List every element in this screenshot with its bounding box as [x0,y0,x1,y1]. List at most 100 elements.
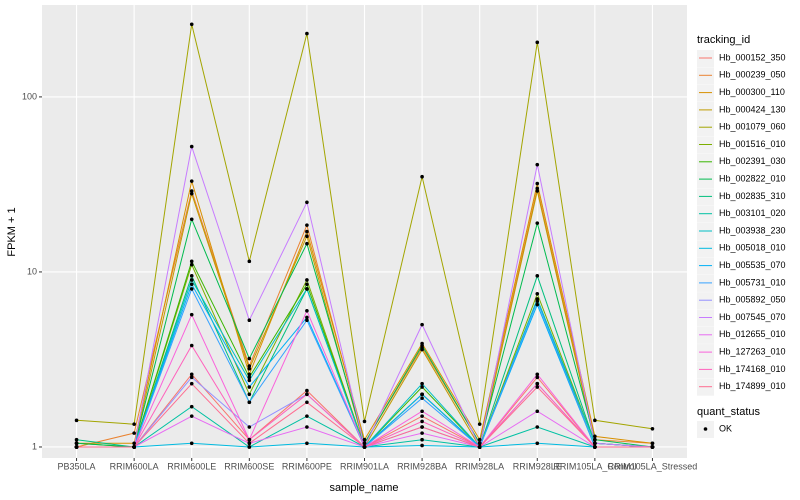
x-tick-label: PB350LA [58,461,96,471]
data-point [189,441,194,446]
data-point [535,292,540,296]
data-point [132,422,136,426]
legend-label: Hb_012655_010 [719,329,786,339]
data-point [247,437,252,442]
data-point [420,443,424,448]
legend-label: Hb_007545_070 [719,312,786,322]
data-point [420,343,424,348]
legend-label: Hb_001516_010 [719,139,786,149]
x-axis-title: sample_name [329,482,398,494]
y-tick-label: 100 [22,91,37,101]
legend-label: Hb_005018_010 [719,243,786,253]
data-point [535,441,540,446]
data-point [362,419,367,424]
data-point [650,445,655,449]
data-point [305,278,309,282]
legend-label: Hb_002391_030 [719,156,786,166]
data-point [593,434,597,439]
data-point [535,162,540,167]
data-point [477,441,482,446]
data-point [189,414,194,418]
data-point [477,422,482,426]
point-legend-title: quant_status [697,406,760,418]
data-point [362,437,367,442]
data-point [247,425,252,429]
data-point [593,445,597,449]
data-point [305,200,309,205]
legend-label: Hb_001079_060 [719,122,786,132]
legend-point [703,427,708,431]
legend-label: Hb_002835_310 [719,191,786,201]
data-point [305,241,309,246]
legend-label: Hb_127263_010 [719,346,786,356]
data-point [247,385,252,389]
data-point [535,189,540,193]
data-point [535,181,540,186]
data-point [420,425,424,429]
data-point [305,234,309,239]
data-point [535,274,540,278]
x-tick-label: RRIM600SE [224,461,274,471]
data-point [247,364,252,368]
data-point [420,347,424,352]
data-point [535,40,540,45]
data-point [74,441,79,446]
legend-label: Hb_000152_350 [719,52,786,62]
data-point [420,419,424,424]
data-point [420,385,424,389]
data-point [305,287,309,291]
data-point [420,322,424,327]
x-tick-label: RRIM901LA [340,461,389,471]
data-point [650,427,655,431]
data-point [189,274,194,278]
data-point [535,425,540,429]
data-point [305,414,309,418]
data-point [535,302,540,307]
legend-label: OK [719,423,732,433]
data-point [247,400,252,405]
data-point [362,441,367,446]
data-point [247,366,252,371]
data-point [420,174,424,179]
data-point [189,22,194,27]
data-point [74,418,79,423]
data-point [189,312,194,317]
data-point [189,217,194,222]
legend-label: Hb_005731_010 [719,277,786,287]
data-point [305,315,309,320]
data-point [535,186,540,191]
data-point [189,287,194,291]
data-point [189,259,194,264]
legend-label: Hb_003101_020 [719,208,786,218]
data-point [305,223,309,227]
legend-label: Hb_005892_050 [719,295,786,305]
data-point [189,381,194,386]
data-point [189,372,194,377]
data-point [420,409,424,414]
data-point [477,437,482,442]
data-point [132,431,136,435]
data-point [189,278,194,282]
x-tick-label: RRIM105LA_Control [553,461,636,471]
data-point [535,385,540,389]
data-point [189,189,194,193]
data-point [305,400,309,405]
legend-label: Hb_003938_230 [719,225,786,235]
data-point [247,445,252,449]
data-point [535,409,540,414]
data-point [305,441,309,446]
data-point [189,282,194,287]
data-point [305,318,309,323]
legend-label: Hb_000424_130 [719,104,786,114]
y-tick-label: 1 [32,441,37,451]
x-tick-label: RRIM600LE [167,461,216,471]
data-point [305,31,309,36]
data-point [650,441,655,446]
data-point [247,375,252,380]
data-point [420,414,424,418]
x-tick-label: RRIM600PE [282,461,332,471]
data-point [247,378,252,383]
legend-label: Hb_000300_110 [719,87,785,97]
data-point [189,191,194,196]
